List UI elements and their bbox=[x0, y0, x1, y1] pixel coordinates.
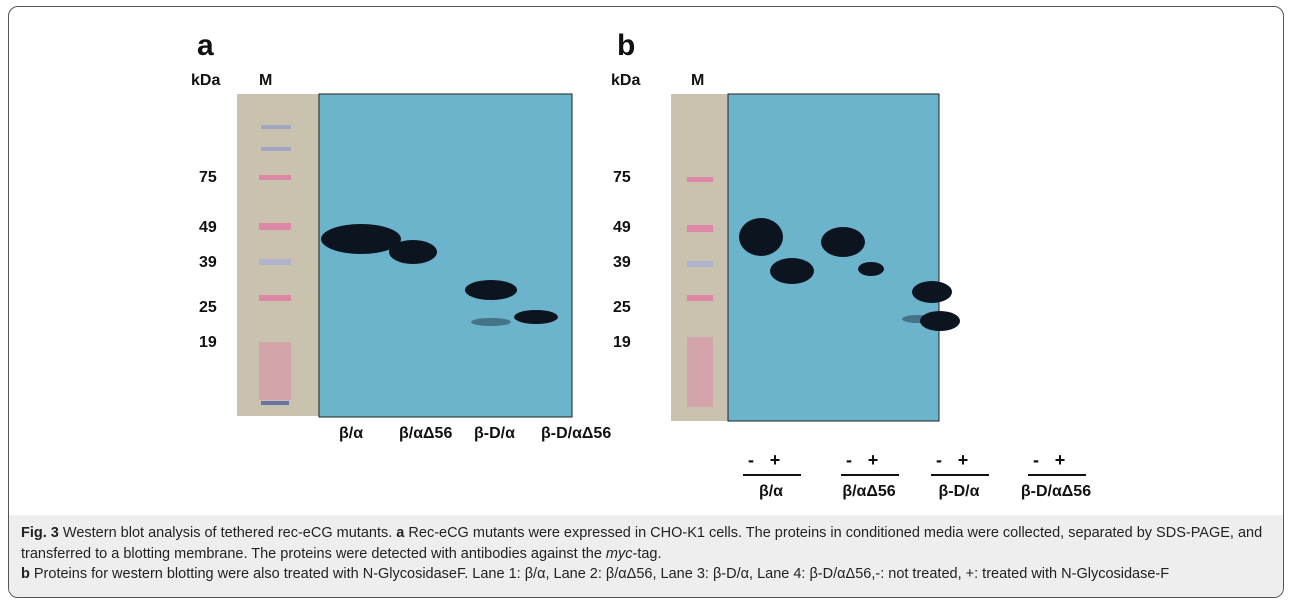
marker-label: M bbox=[259, 72, 272, 89]
mw-label: 49 bbox=[199, 219, 217, 236]
mw-label: 75 bbox=[199, 169, 217, 186]
blot-bands bbox=[321, 224, 558, 326]
figure-frame: a kDa M 75 49 39 25 19 β/α β/αΔ56 β-D/α β-D/αΔ56 b kD… bbox=[8, 6, 1284, 598]
caption-title: Western blot analysis of tethered rec-eC… bbox=[62, 525, 393, 541]
lane-label: β-D/αΔ56 bbox=[1021, 483, 1091, 500]
caption-text: Proteins for western blotting were also … bbox=[33, 566, 1170, 582]
lane-label: β/α bbox=[759, 483, 783, 500]
lane-label: β/α bbox=[339, 425, 363, 442]
treatment-label: - bbox=[748, 450, 754, 470]
panel-ref: b bbox=[21, 566, 30, 582]
treatment-label: - bbox=[1033, 450, 1039, 470]
treatment-label: + bbox=[1055, 450, 1066, 470]
caption: Fig. 3 Western blot analysis of tethered… bbox=[9, 515, 1283, 597]
mw-label: 39 bbox=[613, 254, 631, 271]
treatment-label: - bbox=[936, 450, 942, 470]
panel-ref: a bbox=[396, 525, 405, 541]
fig-number: Fig. 3 bbox=[21, 525, 59, 541]
unit-label: kDa bbox=[191, 72, 220, 89]
treatment-label: + bbox=[770, 450, 781, 470]
treatment-label: + bbox=[868, 450, 879, 470]
blot-bands bbox=[739, 218, 960, 331]
mw-label: 25 bbox=[199, 299, 217, 316]
mw-label: 19 bbox=[199, 334, 217, 351]
marker-label: M bbox=[691, 72, 704, 89]
lane-label: β/αΔ56 bbox=[842, 483, 895, 500]
mw-label: 19 bbox=[613, 334, 631, 351]
blot bbox=[727, 93, 940, 422]
caption-text: Rec-eCG mutants were expressed in CHO-K1… bbox=[21, 525, 1263, 562]
lane-label: β/αΔ56 bbox=[399, 425, 452, 442]
panel-label: a bbox=[197, 29, 214, 62]
marker-bands bbox=[687, 177, 713, 407]
caption-italic: myc bbox=[605, 545, 633, 562]
mw-label: 25 bbox=[613, 299, 631, 316]
unit-label: kDa bbox=[611, 72, 640, 89]
lane-label: β-D/α bbox=[939, 483, 980, 500]
marker-bands bbox=[259, 125, 291, 405]
caption-text: -tag. bbox=[632, 545, 662, 562]
treatment-label: + bbox=[958, 450, 969, 470]
mw-label: 49 bbox=[613, 219, 631, 236]
lane-label: β-D/αΔ56 bbox=[541, 425, 611, 442]
figure: a kDa M 75 49 39 25 19 β/α β/αΔ56 β-D/α β-D/αΔ56 b kD… bbox=[191, 29, 1091, 500]
panel-label: b bbox=[617, 29, 635, 62]
blot bbox=[318, 93, 573, 418]
treatment-label: - bbox=[846, 450, 852, 470]
mw-label: 39 bbox=[199, 254, 217, 271]
marker-lane bbox=[671, 94, 728, 421]
lane-label: β-D/α bbox=[474, 425, 515, 442]
mw-label: 75 bbox=[613, 169, 631, 186]
